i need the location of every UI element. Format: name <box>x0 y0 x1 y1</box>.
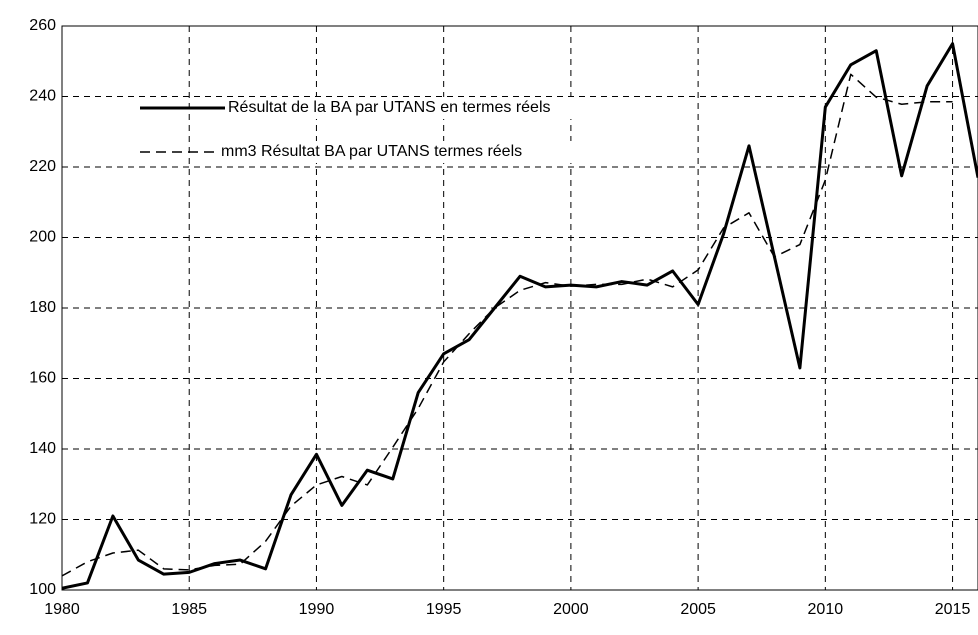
x-tick-label: 2015 <box>935 601 971 618</box>
legend-background <box>226 97 666 119</box>
x-tick-label: 1985 <box>171 601 207 618</box>
y-tick-label: 160 <box>29 370 56 387</box>
y-tick-label: 120 <box>29 511 56 528</box>
legend-background <box>219 141 659 163</box>
legend-label: Résultat de la BA par UTANS en termes ré… <box>228 99 551 116</box>
x-tick-label: 2000 <box>553 601 589 618</box>
data-line <box>61 42 978 590</box>
legend-label: mm3 Résultat BA par UTANS termes réels <box>221 143 522 160</box>
x-tick-label: 2005 <box>680 601 716 618</box>
x-tick-label: 2010 <box>808 601 844 618</box>
data-line <box>61 73 953 577</box>
plot-frame <box>61 25 978 591</box>
x-tick-label: 1990 <box>299 601 335 618</box>
y-tick-label: 180 <box>29 299 56 316</box>
y-tick-label: 100 <box>29 581 56 598</box>
y-tick-label: 260 <box>29 17 56 34</box>
y-tick-label: 140 <box>29 440 56 457</box>
x-tick-label: 1980 <box>44 601 80 618</box>
y-tick-label: 220 <box>29 158 56 175</box>
y-tick-label: 240 <box>29 88 56 105</box>
y-tick-label: 200 <box>29 229 56 246</box>
x-tick-label: 1995 <box>426 601 462 618</box>
